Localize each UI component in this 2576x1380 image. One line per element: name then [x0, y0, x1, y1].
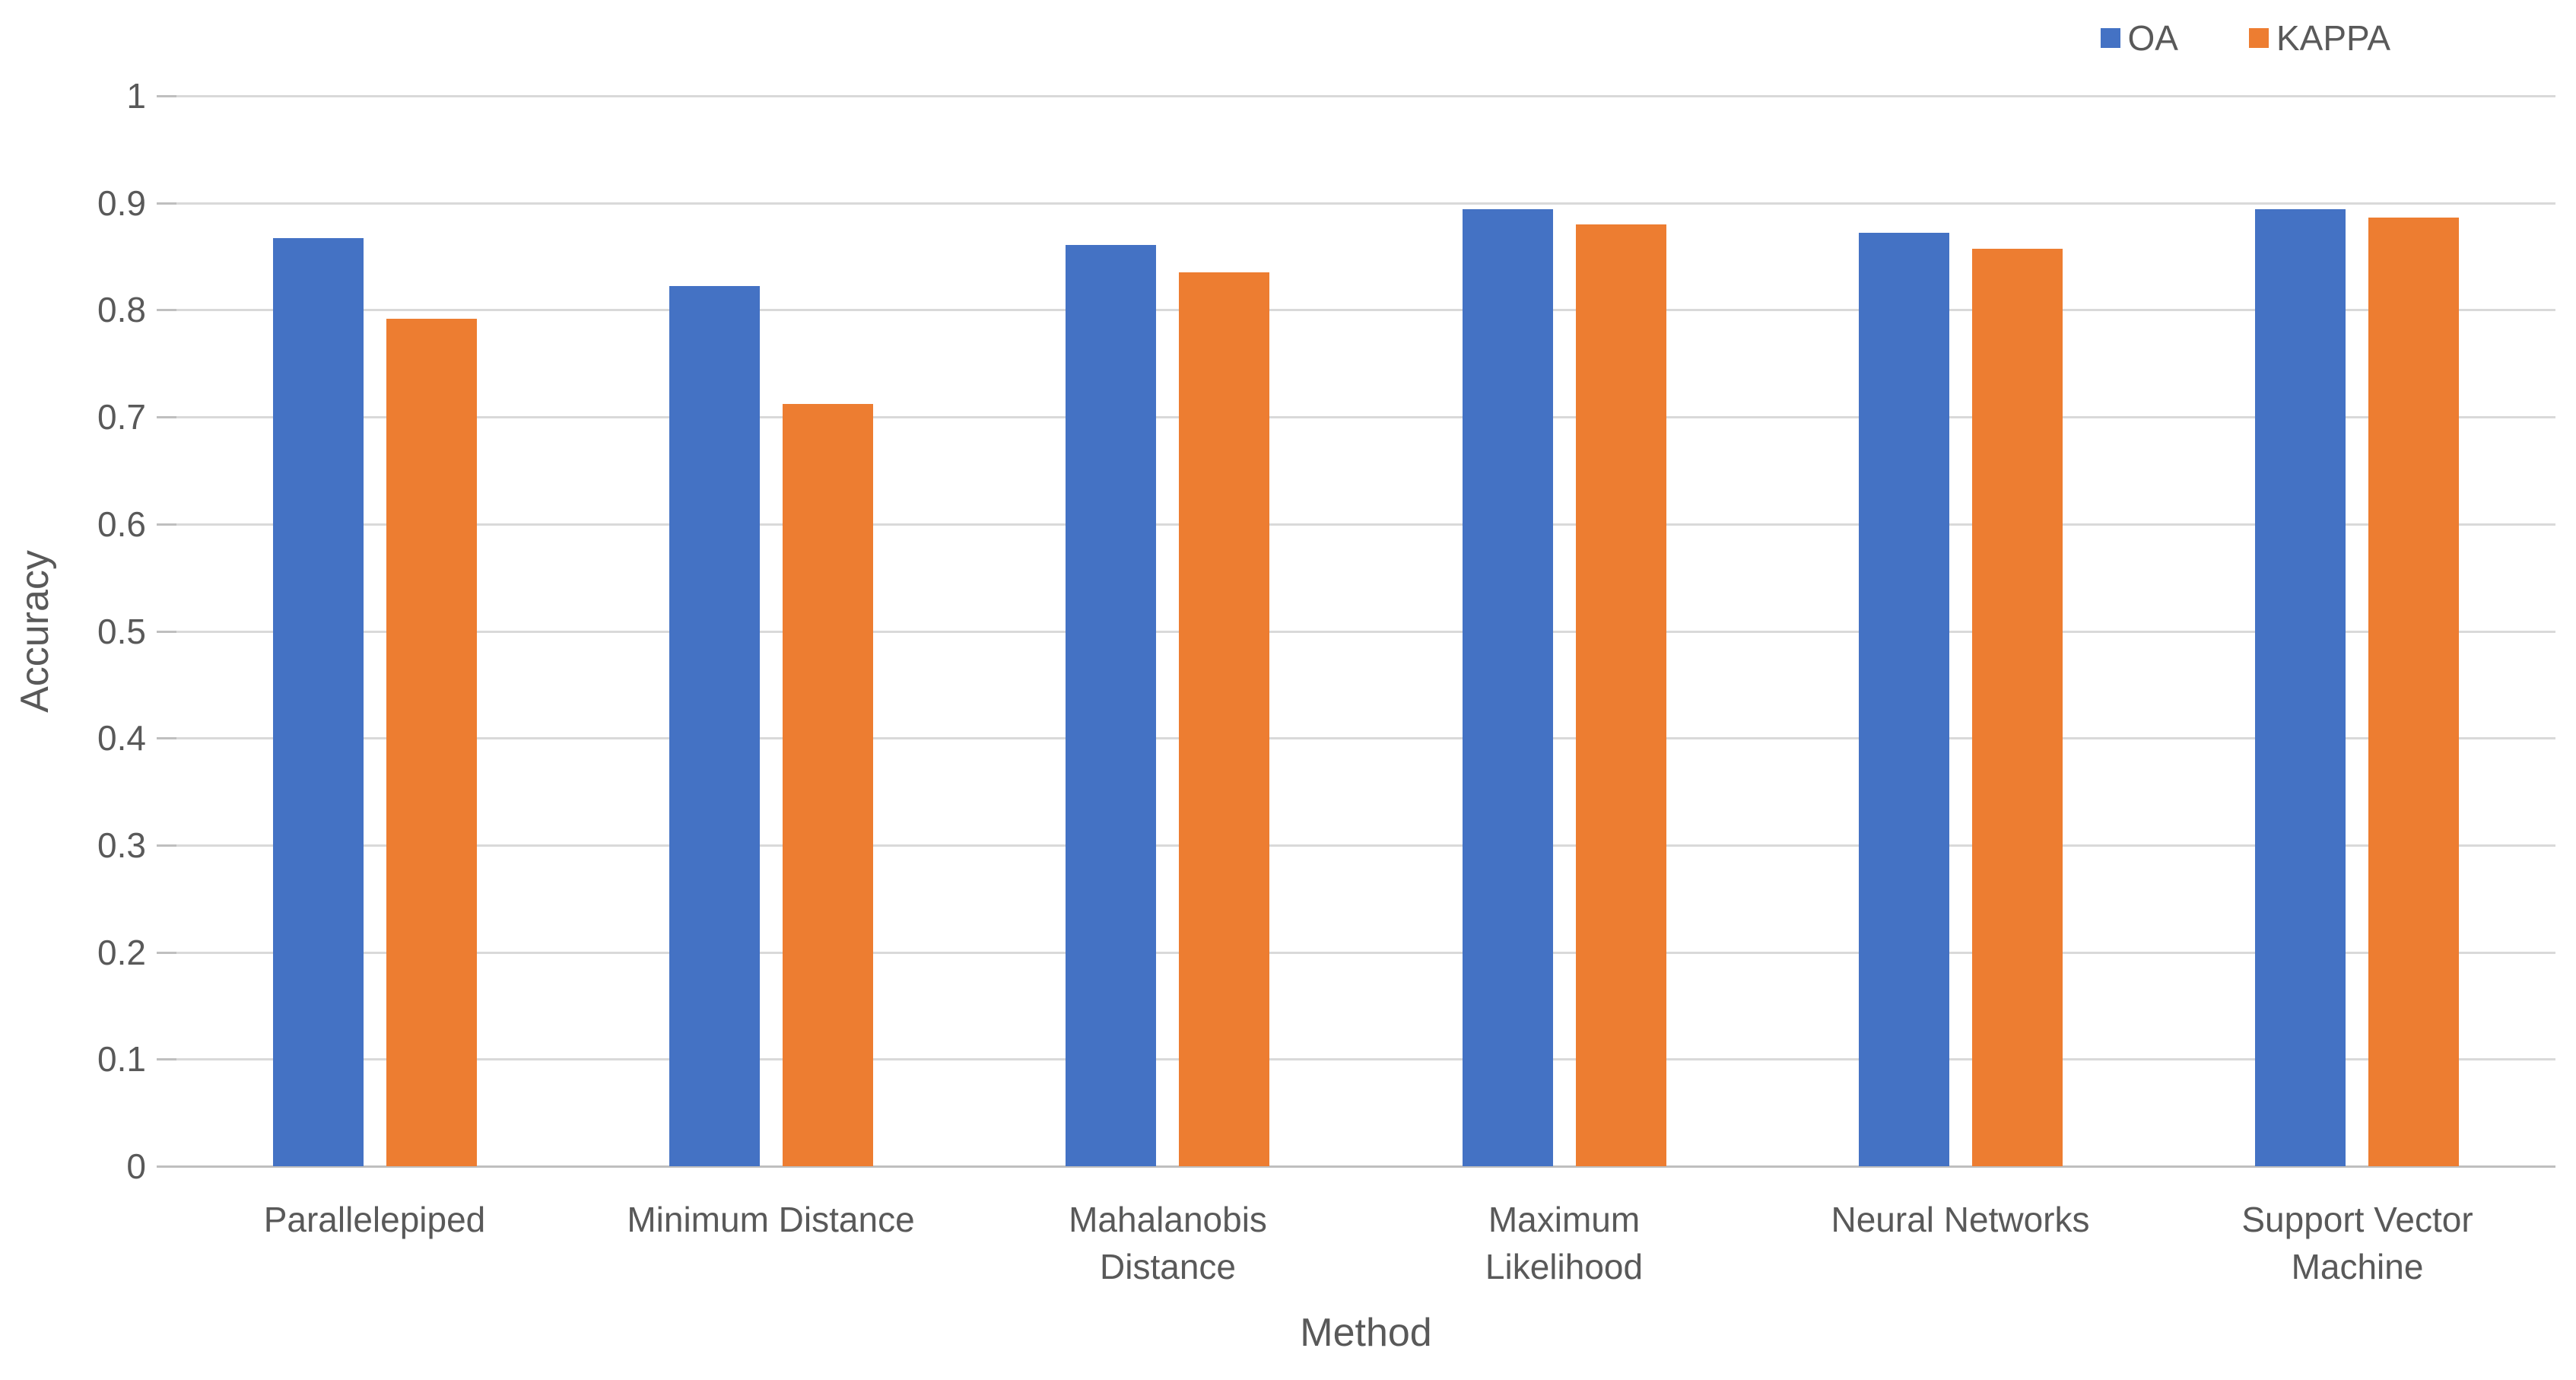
gridline — [176, 844, 2555, 847]
x-axis-line — [176, 1165, 2555, 1168]
bar-oa-parallelepiped — [273, 238, 364, 1166]
x-category-label-maximum-likelihood: Maximum Likelihood — [1366, 1196, 1762, 1290]
bar-kappa-minimum-distance — [783, 404, 873, 1166]
x-axis-title: Method — [1300, 1311, 1432, 1355]
bar-oa-mahalanobis-distance — [1066, 245, 1156, 1166]
y-tick-mark — [157, 1165, 176, 1168]
bar-oa-maximum-likelihood — [1463, 209, 1553, 1166]
legend-item-oa: OA — [2100, 17, 2178, 59]
y-tick-label: 0.7 — [97, 397, 146, 437]
gridline — [176, 952, 2555, 954]
y-tick-mark — [157, 952, 176, 954]
legend-swatch-icon — [2249, 28, 2269, 48]
y-tick-mark — [157, 523, 176, 526]
y-tick-label: 0.3 — [97, 825, 146, 865]
x-category-label-line: Likelihood — [1485, 1247, 1644, 1286]
y-tick-label: 0.1 — [97, 1039, 146, 1079]
y-tick-mark — [157, 416, 176, 418]
legend-label: OA — [2127, 18, 2178, 58]
bar-kappa-parallelepiped — [386, 319, 477, 1166]
x-category-label-line: Machine — [2291, 1247, 2424, 1286]
x-category-label-line: Distance — [1100, 1247, 1236, 1286]
x-category-label-mahalanobis-distance: Mahalanobis Distance — [970, 1196, 1366, 1290]
bar-kappa-neural-networks — [1972, 249, 2063, 1166]
y-tick-mark — [157, 1058, 176, 1060]
x-category-label-line: Support Vector — [2241, 1200, 2473, 1239]
x-category-label-minimum-distance: Minimum Distance — [573, 1196, 969, 1243]
x-category-label-line: Mahalanobis — [1069, 1200, 1267, 1239]
x-category-label-neural-networks: Neural Networks — [1762, 1196, 2158, 1243]
bar-oa-neural-networks — [1859, 233, 1949, 1166]
gridline — [176, 309, 2555, 311]
x-category-label-line: Maximum — [1488, 1200, 1641, 1239]
bar-kappa-maximum-likelihood — [1576, 224, 1666, 1166]
y-tick-mark — [157, 844, 176, 847]
y-tick-mark — [157, 737, 176, 739]
legend-swatch-icon — [2100, 28, 2120, 48]
x-category-label-line: Minimum Distance — [627, 1200, 915, 1239]
x-category-label-line: Parallelepiped — [263, 1200, 486, 1239]
legend: OA KAPPA — [2100, 17, 2390, 59]
bar-kappa-support-vector-machine — [2368, 218, 2459, 1166]
gridline — [176, 1058, 2555, 1060]
bar-oa-support-vector-machine — [2255, 209, 2346, 1166]
x-category-label-parallelepiped: Parallelepiped — [176, 1196, 573, 1243]
y-tick-label: 0.4 — [97, 718, 146, 758]
y-tick-mark — [157, 95, 176, 97]
legend-label: KAPPA — [2276, 18, 2390, 58]
y-tick-mark — [157, 202, 176, 205]
y-tick-mark — [157, 309, 176, 311]
y-tick-label: 0.2 — [97, 933, 146, 972]
y-tick-label: 0.9 — [97, 183, 146, 223]
x-category-label-line: Neural Networks — [1831, 1200, 2090, 1239]
gridline — [176, 202, 2555, 205]
bar-kappa-mahalanobis-distance — [1179, 272, 1269, 1166]
y-tick-label: 1 — [126, 76, 146, 116]
y-tick-label: 0.6 — [97, 504, 146, 544]
gridline — [176, 523, 2555, 526]
y-tick-label: 0.5 — [97, 612, 146, 651]
y-tick-label: 0.8 — [97, 290, 146, 329]
bar-oa-minimum-distance — [669, 286, 760, 1166]
legend-item-kappa: KAPPA — [2249, 17, 2390, 59]
gridline — [176, 95, 2555, 97]
y-tick-label: 0 — [126, 1146, 146, 1186]
gridline — [176, 631, 2555, 633]
gridline — [176, 737, 2555, 739]
gridline — [176, 416, 2555, 418]
y-tick-mark — [157, 631, 176, 633]
x-category-label-support-vector-machine: Support Vector Machine — [2159, 1196, 2555, 1290]
